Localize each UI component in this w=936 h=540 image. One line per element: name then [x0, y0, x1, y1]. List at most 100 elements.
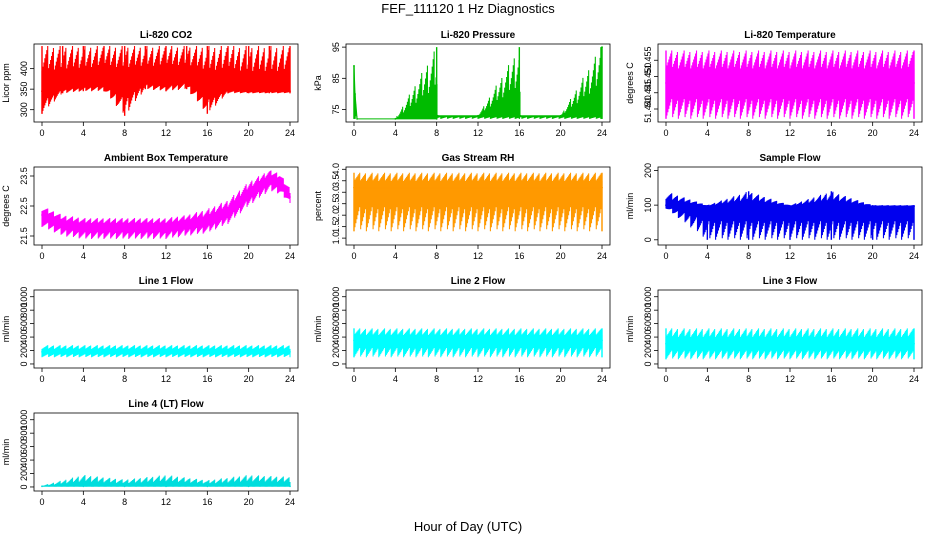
- x-tick-label: 16: [202, 374, 212, 384]
- panel-title-li-820-pressure: Li-820 Pressure: [441, 30, 516, 41]
- y-tick-label: 51.445: [643, 79, 653, 107]
- data-point-ambient-box-temperature: [144, 226, 147, 228]
- x-tick-label: 24: [909, 128, 919, 138]
- y-tick-label: 200: [643, 163, 653, 178]
- x-tick-label: 8: [122, 251, 127, 261]
- data-point-ambient-box-temperature: [247, 193, 250, 195]
- x-tick-label: 20: [556, 374, 566, 384]
- panel-title-line-2-flow: Line 2 Flow: [451, 276, 506, 287]
- panel-title-line-3-flow: Line 3 Flow: [763, 276, 818, 287]
- y-tick-label: 800: [643, 303, 653, 318]
- series-range-li-820-pressure: [353, 47, 603, 119]
- y-tick-label: 800: [19, 426, 29, 441]
- series-line-3-flow: [665, 328, 915, 360]
- y-axis-label-line-1-flow: ml/min: [1, 316, 11, 343]
- figure-xlabel: Hour of Day (UTC): [414, 519, 522, 534]
- y-tick-label: 200: [19, 466, 29, 481]
- y-tick-label: 200: [331, 343, 341, 358]
- data-point-gas-stream-rh: [601, 186, 603, 189]
- x-tick-label: 24: [285, 374, 295, 384]
- series-range-line-1-flow: [41, 345, 291, 358]
- data-point-ambient-box-temperature: [82, 226, 85, 228]
- x-tick-label: 4: [81, 497, 86, 507]
- x-tick-label: 24: [909, 251, 919, 261]
- data-point-ambient-box-temperature: [227, 211, 229, 213]
- series-sample-flow: [665, 191, 915, 240]
- x-tick-label: 0: [663, 128, 668, 138]
- y-tick-label: 51.440: [643, 95, 653, 123]
- x-tick-label: 4: [705, 251, 710, 261]
- y-tick-label: 400: [19, 330, 29, 345]
- x-tick-label: 4: [81, 374, 86, 384]
- series-range-line-2-flow: [353, 328, 603, 358]
- x-tick-label: 20: [556, 251, 566, 261]
- x-tick-label: 24: [285, 128, 295, 138]
- y-tick-label: 3.5: [331, 175, 341, 188]
- y-axis-label-line-3-flow: ml/min: [625, 316, 635, 343]
- x-tick-label: 8: [434, 374, 439, 384]
- y-tick-label: 21.5: [19, 227, 29, 245]
- series-range-line-4-lt-flow: [41, 475, 291, 487]
- data-point-li-820-pressure: [354, 93, 356, 95]
- series-li-820-pressure: [353, 46, 603, 120]
- y-tick-label: 75: [331, 105, 341, 115]
- x-tick-label: 0: [351, 128, 356, 138]
- x-tick-label: 4: [705, 128, 710, 138]
- x-tick-label: 8: [122, 128, 127, 138]
- panel-title-line-4-lt-flow: Line 4 (LT) Flow: [128, 399, 204, 410]
- series-range-ambient-box-temperature: [41, 170, 291, 239]
- y-tick-label: 600: [331, 316, 341, 331]
- data-point-li-820-temperature: [665, 82, 667, 84]
- y-tick-label: 95: [331, 42, 341, 52]
- y-tick-label: 600: [643, 316, 653, 331]
- data-point-ambient-box-temperature: [123, 226, 126, 228]
- x-tick-label: 8: [746, 251, 751, 261]
- data-point-sample-flow: [830, 205, 833, 208]
- data-point-li-820-pressure: [353, 64, 355, 67]
- data-point-ambient-box-temperature: [278, 181, 281, 183]
- data-point-li-820-co2: [185, 77, 188, 80]
- x-tick-label: 0: [663, 251, 668, 261]
- x-tick-label: 0: [39, 497, 44, 507]
- data-point-line-1-flow: [289, 350, 291, 353]
- x-tick-label: 4: [393, 128, 398, 138]
- x-tick-label: 16: [826, 251, 836, 261]
- series-line-li-820-pressure: [353, 47, 603, 120]
- panel-line-3-flow: Line 3 Flow ml/min 0 4 8 12 16 20 24 0 20040060080…: [625, 276, 923, 384]
- data-point-li-820-temperature: [913, 82, 915, 84]
- x-tick-label: 8: [746, 374, 751, 384]
- data-point-ambient-box-temperature: [103, 226, 105, 228]
- x-tick-label: 4: [705, 374, 710, 384]
- data-point-li-820-co2: [165, 82, 167, 84]
- data-point-line-4-lt-flow: [82, 485, 85, 488]
- y-tick-label: 2.5: [331, 197, 341, 210]
- y-tick-label: 1000: [331, 287, 341, 307]
- x-tick-label: 20: [244, 374, 254, 384]
- data-point-sample-flow: [706, 205, 709, 208]
- x-tick-label: 4: [81, 251, 86, 261]
- x-tick-label: 16: [514, 374, 524, 384]
- x-tick-label: 4: [393, 251, 398, 261]
- panel-title-li-820-temperature: Li-820 Temperature: [744, 30, 836, 41]
- panel-li-820-pressure: Li-820 Pressure kPa 0 4 8 12 16 20 24 75 85 95: [313, 30, 611, 138]
- series-line-4-lt-flow: [41, 475, 291, 488]
- panel-li-820-co2: Li-820 CO2 Licor ppm 0 4 8 12 16 20 24 300 350 400: [1, 30, 299, 138]
- data-point-line-4-lt-flow: [41, 485, 43, 488]
- x-tick-label: 16: [826, 374, 836, 384]
- x-tick-label: 12: [785, 128, 795, 138]
- data-point-li-820-co2: [103, 82, 105, 84]
- data-point-sample-flow: [913, 205, 915, 208]
- x-tick-label: 20: [244, 128, 254, 138]
- y-tick-label: 400: [19, 61, 29, 76]
- y-tick-label: 1000: [19, 287, 29, 307]
- y-tick-label: 400: [643, 330, 653, 345]
- x-tick-label: 12: [161, 497, 171, 507]
- y-tick-label: 0: [19, 361, 29, 366]
- data-point-ambient-box-temperature: [289, 196, 291, 198]
- data-point-li-820-pressure: [435, 117, 438, 120]
- data-point-li-820-co2: [144, 80, 147, 82]
- x-tick-label: 0: [39, 251, 44, 261]
- data-point-line-4-lt-flow: [165, 485, 167, 488]
